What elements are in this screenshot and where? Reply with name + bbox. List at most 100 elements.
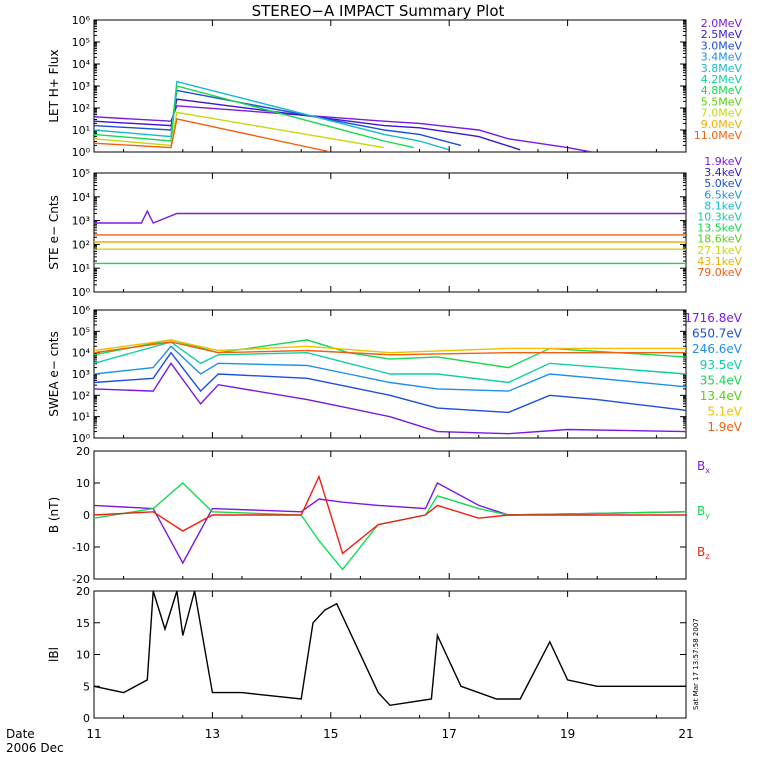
y-tick-label: -10 <box>72 541 90 554</box>
legend-entry: 2.0MeV <box>701 17 743 30</box>
legend-entry: 3.8MeV <box>701 62 743 75</box>
y-tick-label: 10¹ <box>72 124 90 137</box>
legend-entry: 246.6eV <box>692 342 743 356</box>
y-tick-label: 10⁰ <box>72 432 91 445</box>
legend-entry: Bx <box>697 459 710 475</box>
legend-entry: 4.2MeV <box>701 73 743 86</box>
panel-0: 10⁰ 10¹ 10² 10³ 10⁴ 10⁵ 10⁶ LET H+ Flux 2.0MeV2.… <box>47 14 742 159</box>
plot-title: STEREO−A IMPACT Summary Plot <box>252 2 505 20</box>
series-line-1.9eV <box>94 341 686 356</box>
date-sublabel: 2006 Dec <box>6 741 64 755</box>
legend-entry: 27.1keV <box>697 244 742 257</box>
legend-entry: 43.1keV <box>697 255 742 268</box>
panel-frame <box>93 590 687 719</box>
panel-4: 20 15 10 5 0 lBl <box>47 585 687 725</box>
y-axis-label: LET H+ Flux <box>47 49 61 122</box>
series-line-2.5MeV <box>94 98 521 151</box>
y-tick-label: -20 <box>72 573 90 586</box>
series-line-absB| <box>94 591 686 707</box>
panel-3: 20 10 0 -10 -20 B (nT) Bx By Bz <box>47 445 710 586</box>
series-line-4.8MeV <box>94 85 414 149</box>
y-tick-label: 10⁰ <box>72 286 91 299</box>
x-tick-label: 15 <box>323 727 338 741</box>
legend-entry: 5.0keV <box>704 177 742 190</box>
y-tick-label: 10³ <box>72 80 90 93</box>
series-line-246.6eV <box>94 345 686 392</box>
legend-entry: 3.0MeV <box>701 39 743 52</box>
panel-2: 10⁰ 10¹ 10² 10³ 10⁴ 10⁵ 10⁶ SWEA e− cnts 1716.8e… <box>47 304 743 445</box>
panels-group: 10⁰ 10¹ 10² 10³ 10⁴ 10⁵ 10⁶ LET H+ Flux 2.0MeV2.… <box>47 14 743 725</box>
y-tick-label: 10⁵ <box>72 325 90 338</box>
y-axis-label: B (nT) <box>47 497 61 533</box>
y-tick-label: 10⁵ <box>72 167 90 180</box>
series-group <box>94 80 592 152</box>
y-tick-label: 15 <box>76 617 90 630</box>
panel-1: 10⁰ 10¹ 10² 10³ 10⁴ 10⁵ STE e− Cnts 1.9keV3.4ke… <box>47 155 742 299</box>
legend-entry: 8.1keV <box>704 199 742 212</box>
y-tick-label: 10⁴ <box>72 191 91 204</box>
x-axis: 11 13 15 17 19 21 <box>86 20 694 741</box>
panel-frame <box>93 19 687 153</box>
legend-entry: Bz <box>697 545 709 561</box>
y-tick-label: 10⁰ <box>72 146 91 159</box>
y-tick-label: 10² <box>72 238 90 251</box>
y-tick-label: 10⁶ <box>72 14 91 27</box>
series-line-11.0MeV <box>94 118 331 152</box>
series-line-3.0MeV <box>94 89 462 147</box>
series-line-650.7eV <box>94 351 686 414</box>
legend-entry: 13.4eV <box>700 389 743 403</box>
x-tick-label: 13 <box>205 727 220 741</box>
legend-entry: 1716.8eV <box>684 311 742 325</box>
series-group <box>94 209 686 265</box>
date-label: Date <box>6 727 35 741</box>
series-line-3.8MeV <box>94 80 450 151</box>
timestamp-stamp: Sat Mar 17 13:57:58 2007 <box>692 618 700 710</box>
legend-entry: 6.5keV <box>704 188 742 201</box>
y-tick-label: 0 <box>83 712 90 725</box>
y-tick-label: 10⁵ <box>72 36 90 49</box>
series-line-Bx <box>94 482 686 565</box>
series-group <box>94 591 686 707</box>
legend-entry: By <box>697 504 710 520</box>
y-axis-label: SWEA e− cnts <box>47 331 61 417</box>
y-tick-label: 10⁶ <box>72 304 91 317</box>
y-tick-label: 10¹ <box>72 411 90 424</box>
x-tick-label: 17 <box>442 727 457 741</box>
series-line-Bz <box>94 474 686 555</box>
y-tick-label: 10³ <box>72 215 90 228</box>
y-tick-label: 10 <box>76 477 90 490</box>
y-tick-label: 10¹ <box>72 262 90 275</box>
y-tick-label: 10 <box>76 649 90 662</box>
y-tick-label: 20 <box>76 445 90 458</box>
y-tick-label: 0 <box>83 509 90 522</box>
legend-entry: 3.4keV <box>704 166 742 179</box>
legend-entry: 18.6keV <box>697 233 742 246</box>
legend-entry: 1.9keV <box>704 155 742 168</box>
legend-entry: 5.5MeV <box>701 95 743 108</box>
legend-entry: 79.0keV <box>697 266 742 279</box>
y-axis-label: lBl <box>47 647 61 662</box>
series-group <box>94 474 686 571</box>
legend-entry: 1.9eV <box>707 420 742 434</box>
x-tick-label: 11 <box>86 727 101 741</box>
legend-entry: 650.7eV <box>692 327 743 341</box>
legend-entry: 3.4MeV <box>701 51 743 64</box>
series-line-1716.8eV <box>94 362 686 435</box>
y-tick-label: 10² <box>72 102 90 115</box>
series-line-93.5eV <box>94 341 686 384</box>
series-line-35.4eV <box>94 339 686 369</box>
y-tick-label: 10³ <box>72 368 90 381</box>
series-line-By <box>94 482 686 571</box>
legend-entry: 35.4eV <box>700 373 743 387</box>
y-tick-label: 5 <box>83 680 90 693</box>
y-tick-label: 10⁴ <box>72 58 91 71</box>
y-tick-label: 10² <box>72 389 90 402</box>
legend-entry: 4.8MeV <box>701 84 743 97</box>
x-tick-label: 19 <box>560 727 575 741</box>
y-tick-label: 20 <box>76 585 90 598</box>
legend-entry: 7.0MeV <box>701 107 743 120</box>
x-tick-label: 21 <box>678 727 693 741</box>
legend-entry: 93.5eV <box>700 358 743 372</box>
y-axis-label: STE e− Cnts <box>47 195 61 270</box>
